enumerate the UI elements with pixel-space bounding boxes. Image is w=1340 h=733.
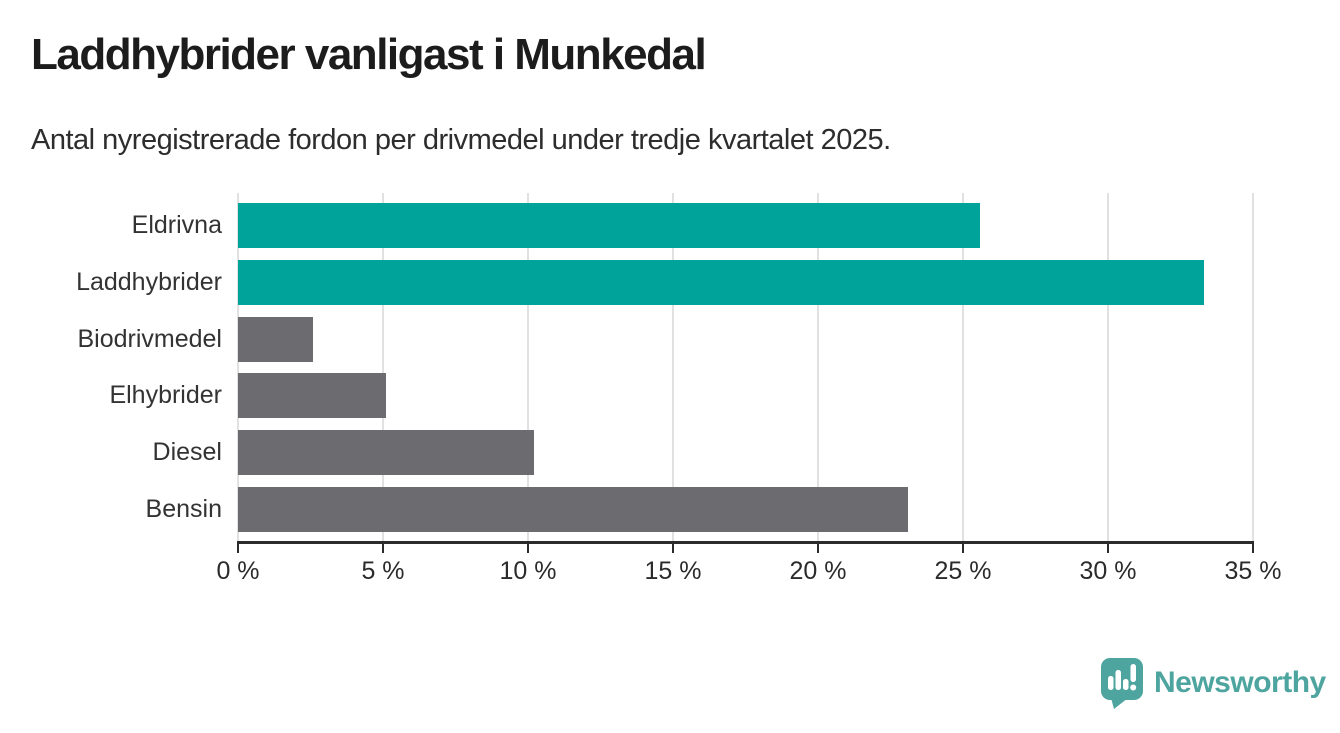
gridline-15	[672, 193, 674, 541]
x-tick-label-20: 20 %	[789, 557, 847, 585]
category-label-elhybrider: Elhybrider	[109, 381, 222, 410]
x-axis-line	[237, 541, 1254, 544]
bar-chart-speech-bubble-icon	[1100, 657, 1144, 709]
brand-name: Newsworthy	[1154, 666, 1326, 699]
gridline-30	[1107, 193, 1109, 541]
x-axis-tick-5	[382, 541, 384, 553]
x-tick-label-0: 0 %	[216, 557, 260, 585]
gridline-35	[1252, 193, 1254, 541]
bar-bensin	[238, 487, 908, 532]
x-axis-tick-10	[527, 541, 529, 553]
bar-laddhybrider	[238, 259, 1204, 305]
x-tick-label-25: 25 %	[934, 557, 992, 585]
x-tick-label-30: 30 %	[1079, 557, 1137, 585]
x-axis-tick-30	[1107, 541, 1109, 553]
category-label-diesel: Diesel	[152, 438, 222, 467]
x-tick-label-15: 15 %	[644, 557, 702, 585]
gridline-0	[237, 193, 239, 541]
x-axis-tick-15	[672, 541, 674, 553]
bar-diesel	[238, 430, 534, 476]
chart-title: Laddhybrider vanligast i Munkedal	[31, 30, 707, 79]
gridline-20	[817, 193, 819, 541]
x-axis-tick-35	[1252, 541, 1254, 553]
x-tick-label-10: 10 %	[499, 557, 557, 585]
x-axis-tick-25	[962, 541, 964, 553]
category-label-laddhybrider: Laddhybrider	[76, 267, 222, 296]
brand-footer: Newsworthy	[1100, 657, 1326, 709]
gridline-25	[962, 193, 964, 541]
x-axis-tick-20	[817, 541, 819, 553]
bar-elhybrider	[238, 373, 386, 419]
x-axis-tick-0	[237, 541, 239, 553]
bar-eldrivna	[238, 203, 981, 248]
x-tick-label-5: 5 %	[361, 557, 405, 585]
bar-biodrivmedel	[238, 316, 314, 362]
chart-subtitle: Antal nyregistrerade fordon per drivmede…	[31, 124, 891, 156]
gridline-5	[382, 193, 384, 541]
category-label-biodrivmedel: Biodrivmedel	[77, 324, 222, 353]
category-label-eldrivna: Eldrivna	[131, 211, 222, 239]
gridline-10	[527, 193, 529, 541]
category-label-bensin: Bensin	[145, 495, 222, 523]
x-tick-label-35: 35 %	[1224, 557, 1282, 585]
